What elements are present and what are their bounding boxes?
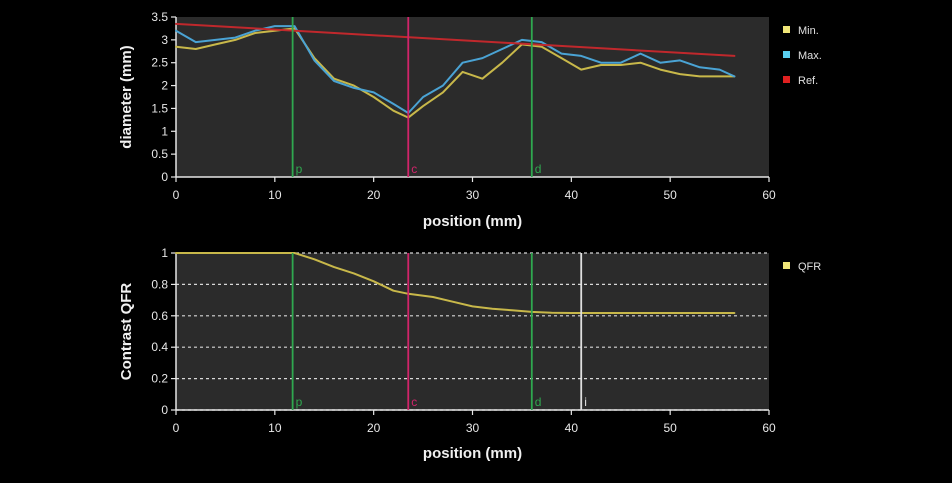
x-tick-label: 30 <box>466 421 480 435</box>
legend-swatch-qfr <box>783 262 790 269</box>
x-tick-label: 20 <box>367 421 381 435</box>
marker-label-c: c <box>411 395 417 409</box>
y-axis-title: diameter (mm) <box>118 45 135 148</box>
series-line-max <box>175 25 736 114</box>
legend-swatch-max <box>783 51 790 58</box>
y-tick-label: 1.5 <box>151 101 168 115</box>
x-tick-label: 30 <box>466 188 480 202</box>
y-axis-title: Contrast QFR <box>118 283 135 381</box>
y-tick-label: 0 <box>161 170 168 184</box>
legend-label-ref: Ref. <box>798 75 818 87</box>
x-tick-label: 50 <box>663 421 677 435</box>
x-tick-label: 40 <box>565 421 579 435</box>
plot-area <box>176 253 769 410</box>
x-tick-label: 0 <box>173 421 180 435</box>
y-tick-label: 2 <box>161 79 168 93</box>
series-line-qfr <box>175 252 736 314</box>
x-tick-label: 60 <box>762 188 776 202</box>
x-tick-label: 20 <box>367 188 381 202</box>
marker-label-c: c <box>411 162 417 176</box>
x-tick-label: 10 <box>268 421 282 435</box>
x-tick-label: 40 <box>565 188 579 202</box>
legend-swatch-ref <box>783 76 790 83</box>
y-tick-label: 0.6 <box>151 309 168 323</box>
marker-label-p: p <box>296 395 303 409</box>
x-tick-label: 50 <box>663 188 677 202</box>
series-line-ref <box>175 22 736 57</box>
x-tick-label: 60 <box>762 421 776 435</box>
series-line-min <box>175 27 736 119</box>
legend-label-max: Max. <box>798 50 822 62</box>
y-tick-label: 1 <box>161 246 168 260</box>
diameter-chart: 0 0.5 1 1.5 2 2.5 3 3.5 0 10 20 30 40 50 60 position (m… <box>118 10 822 230</box>
y-tick-label: 3.5 <box>151 10 168 24</box>
x-axis-title: position (mm) <box>423 213 522 230</box>
marker-label-i: i <box>584 395 587 409</box>
legend-swatch-min <box>783 26 790 33</box>
marker-label-d: d <box>535 162 542 176</box>
y-tick-label: 1 <box>161 124 168 138</box>
legend-label-min: Min. <box>798 25 819 37</box>
legend-label-qfr: QFR <box>798 261 821 273</box>
plot-area <box>176 17 769 177</box>
y-tick-label: 0 <box>161 403 168 417</box>
y-tick-label: 0.2 <box>151 372 168 386</box>
marker-label-p: p <box>296 162 303 176</box>
y-tick-label: 0.4 <box>151 340 168 354</box>
y-tick-label: 0.8 <box>151 277 168 291</box>
x-tick-label: 10 <box>268 188 282 202</box>
x-axis-title: position (mm) <box>423 445 522 462</box>
marker-label-d: d <box>535 395 542 409</box>
y-tick-label: 2.5 <box>151 56 168 70</box>
y-tick-label: 0.5 <box>151 147 168 161</box>
x-tick-label: 0 <box>173 188 180 202</box>
y-tick-label: 3 <box>161 33 168 47</box>
